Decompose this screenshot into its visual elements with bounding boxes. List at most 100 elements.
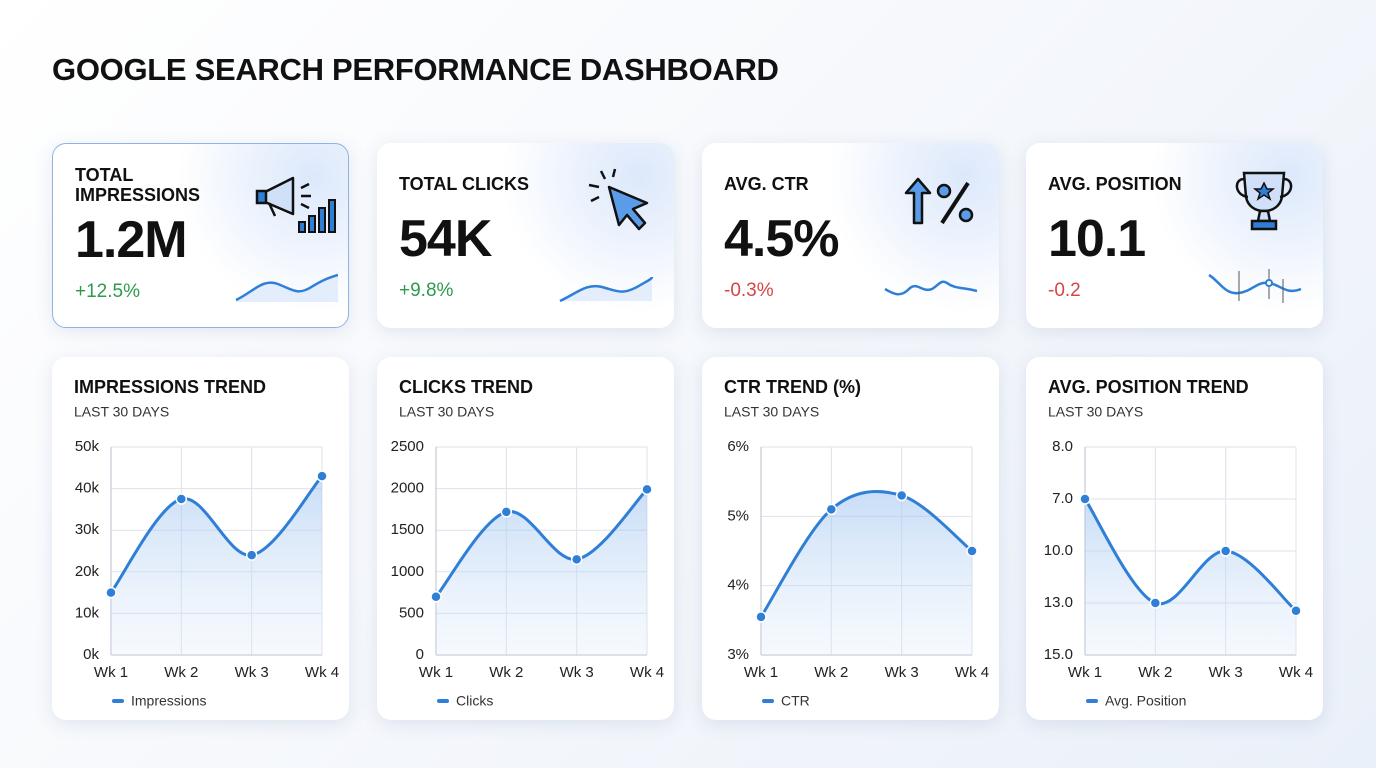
- y-tick-label: 1000: [391, 563, 424, 580]
- y-tick-label: 40k: [75, 480, 100, 497]
- legend-label: Avg. Position: [1105, 693, 1186, 709]
- x-tick-label: Wk 1: [1068, 664, 1102, 681]
- chart-card: CLICKS TREND LAST 30 DAYS 0 500 1000 1500 2000…: [377, 357, 674, 720]
- x-tick-label: Wk 3: [560, 664, 594, 681]
- y-tick-label: 10.0: [1044, 542, 1073, 559]
- kpi-label: AVG. POSITION: [1048, 174, 1182, 194]
- y-tick-label: 13.0: [1044, 594, 1073, 611]
- x-tick-label: Wk 2: [489, 664, 523, 681]
- line: [1083, 497, 1298, 613]
- data-point: [570, 553, 583, 566]
- chart-title: AVG. POSITION TREND: [1048, 377, 1249, 397]
- kpi-value: 10.1: [1048, 210, 1146, 268]
- x-tick-label: Wk 1: [94, 664, 128, 681]
- kpi-value: 4.5%: [724, 210, 840, 268]
- line-area: [436, 489, 647, 655]
- x-tick-label: Wk 4: [630, 664, 664, 681]
- dashboard-title: GOOGLE SEARCH PERFORMANCE DASHBOARD: [52, 52, 779, 87]
- y-tick-label: 500: [399, 604, 424, 621]
- y-tick-label: 20k: [75, 563, 100, 580]
- kpi-value: 54K: [399, 210, 492, 268]
- data-point: [966, 545, 978, 557]
- y-tick-label: 1500: [391, 521, 424, 538]
- legend-swatch: [1086, 699, 1098, 703]
- x-tick-label: Wk 4: [955, 664, 989, 681]
- chart-card: CTR TREND (%) LAST 30 DAYS 3% 4% 5% 6% Wk 1 Wk …: [702, 357, 999, 720]
- line: [109, 474, 324, 595]
- y-tick-label: 0k: [83, 646, 99, 663]
- legend-label: Clicks: [456, 693, 493, 709]
- y-tick-label: 50k: [75, 438, 100, 455]
- chart-title: IMPRESSIONS TREND: [74, 377, 266, 397]
- data-point: [641, 483, 653, 496]
- data-point: [1290, 605, 1302, 617]
- y-tick-label: 10k: [75, 604, 100, 621]
- data-point: [895, 489, 908, 502]
- y-tick-label: 6%: [727, 438, 749, 455]
- chart-card: IMPRESSIONS TREND LAST 30 DAYS 0k 10k 20k 30k…: [52, 357, 349, 720]
- chart-card: AVG. POSITION TREND LAST 30 DAYS 15.0 13.0 1…: [1026, 357, 1323, 720]
- data-point: [430, 591, 442, 603]
- legend-swatch: [437, 699, 449, 703]
- kpi-label: TOTAL CLICKS: [399, 174, 529, 194]
- x-tick-label: Wk 2: [814, 664, 848, 681]
- sparkline: [1208, 269, 1302, 303]
- kpi-change: -0.3%: [724, 280, 774, 301]
- sparkline: [559, 276, 654, 303]
- sparkline: [235, 273, 338, 302]
- data-point: [1219, 545, 1232, 557]
- trophy-icon: [1235, 171, 1293, 231]
- legend-label: CTR: [781, 693, 810, 709]
- chart-title: CLICKS TREND: [399, 377, 533, 397]
- line-area: [111, 476, 322, 655]
- cursor-icon: [588, 168, 649, 231]
- y-tick-label: 2000: [391, 480, 424, 497]
- x-tick-label: Wk 3: [885, 664, 919, 681]
- data-point: [245, 549, 258, 561]
- x-tick-label: Wk 3: [235, 664, 269, 681]
- line-area: [1085, 499, 1296, 655]
- percent-arrow-icon: [904, 177, 974, 225]
- kpi-change: +12.5%: [75, 281, 140, 302]
- line-chart: AVG. POSITION TREND LAST 30 DAYS 15.0 13.0 1…: [1044, 377, 1313, 709]
- x-tick-label: Wk 3: [1209, 664, 1243, 681]
- y-tick-label: 4%: [727, 577, 749, 594]
- data-point: [105, 586, 117, 599]
- chart-subtitle: LAST 30 DAYS: [1048, 404, 1143, 420]
- chart-subtitle: LAST 30 DAYS: [724, 404, 819, 420]
- legend-swatch: [112, 699, 124, 703]
- x-tick-label: Wk 2: [164, 664, 198, 681]
- kpi-card[interactable]: AVG. CTR 4.5% -0.3%: [702, 143, 999, 328]
- kpi-card[interactable]: TOTAL IMPRESSIONS 1.2M +12.5%: [52, 143, 349, 328]
- legend-swatch: [762, 699, 774, 703]
- kpi-label: AVG. CTR: [724, 174, 809, 194]
- y-tick-label: 3%: [727, 646, 749, 663]
- megaphone-icon: [255, 176, 336, 233]
- kpi-change: +9.8%: [399, 280, 454, 301]
- legend-label: Impressions: [131, 693, 206, 709]
- y-tick-label: 15.0: [1044, 646, 1073, 663]
- data-point: [316, 470, 328, 482]
- line-chart: CTR TREND (%) LAST 30 DAYS 3% 4% 5% 6% Wk 1 Wk …: [724, 377, 989, 709]
- y-tick-label: 0: [416, 646, 424, 663]
- kpi-change: -0.2: [1048, 280, 1081, 301]
- data-point: [175, 493, 188, 505]
- x-tick-label: Wk 4: [305, 664, 339, 681]
- line: [759, 490, 974, 619]
- y-tick-label: 7.0: [1052, 490, 1073, 507]
- x-tick-label: Wk 4: [1279, 664, 1313, 681]
- data-point: [825, 503, 838, 516]
- chart-subtitle: LAST 30 DAYS: [399, 404, 494, 420]
- y-tick-label: 8.0: [1052, 438, 1073, 455]
- chart-title: CTR TREND (%): [724, 377, 861, 397]
- data-point: [1079, 493, 1091, 505]
- sparkline: [884, 280, 978, 296]
- line: [434, 487, 649, 599]
- x-tick-label: Wk 1: [744, 664, 778, 681]
- kpi-card[interactable]: TOTAL CLICKS 54K +9.8%: [377, 143, 674, 328]
- data-point: [500, 506, 513, 518]
- kpi-label: TOTAL IMPRESSIONS: [75, 165, 201, 205]
- x-tick-label: Wk 2: [1138, 664, 1172, 681]
- data-point: [755, 611, 767, 623]
- kpi-card[interactable]: AVG. POSITION 10.1 -0.2: [1026, 143, 1323, 328]
